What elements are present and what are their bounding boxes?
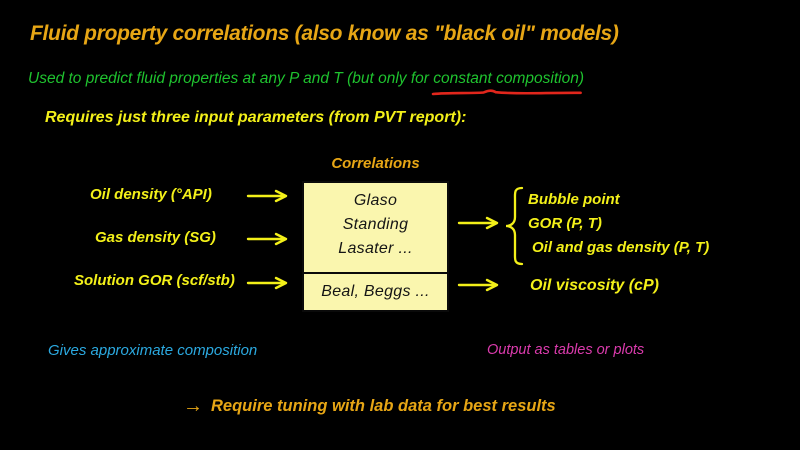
note-output-tables-plots: Output as tables or plots (487, 342, 645, 358)
correlation-box-viscosity-section: Beal, Beggs ... (304, 272, 447, 310)
correlation-box-pvt-section: Glaso Standing Lasater ... (304, 183, 447, 272)
input-oil-density: Oil density (°API) (90, 186, 212, 203)
arrow-right-icon (246, 232, 288, 246)
correlation-name: Standing (342, 216, 409, 233)
arrow-right-icon (246, 276, 288, 290)
note-approximate-composition: Gives approximate composition (48, 342, 258, 359)
intro-underlined-phrase: constant composition (431, 70, 583, 96)
requires-line: Requires just three input parameters (fr… (45, 109, 467, 126)
arrow-right-icon (246, 189, 288, 203)
output-bubble-point: Bubble point (528, 191, 620, 208)
output-bracket-icon (505, 186, 524, 266)
intro-suffix: ) (578, 70, 584, 87)
input-solution-gor: Solution GOR (scf/stb) (74, 272, 235, 289)
output-oil-gas-density: Oil and gas density (P, T) (532, 239, 710, 256)
page-title: Fluid property correlations (also know a… (30, 22, 619, 45)
correlation-name: Glaso (353, 192, 398, 209)
correlations-label: Correlations (331, 155, 420, 172)
output-oil-viscosity: Oil viscosity (cP) (530, 277, 659, 294)
note-tuning: → Require tuning with lab data for best r… (183, 395, 556, 418)
correlation-name: Beal, Beggs ... (321, 283, 430, 300)
note-tuning-text: Require tuning with lab data for best re… (211, 397, 556, 415)
arrow-right-icon (457, 216, 499, 230)
correlation-box: Glaso Standing Lasater ... Beal, Beggs .… (302, 181, 449, 312)
red-underline-stroke (431, 89, 583, 96)
intro-line: Used to predict fluid properties at any … (28, 70, 584, 96)
output-gor: GOR (P, T) (528, 215, 602, 232)
arrow-right-icon: → (183, 395, 203, 417)
intro-prefix: Used to predict fluid properties at any … (28, 70, 434, 87)
correlation-name: Lasater ... (338, 240, 413, 257)
input-gas-density: Gas density (SG) (95, 229, 216, 246)
arrow-right-icon (457, 278, 499, 292)
